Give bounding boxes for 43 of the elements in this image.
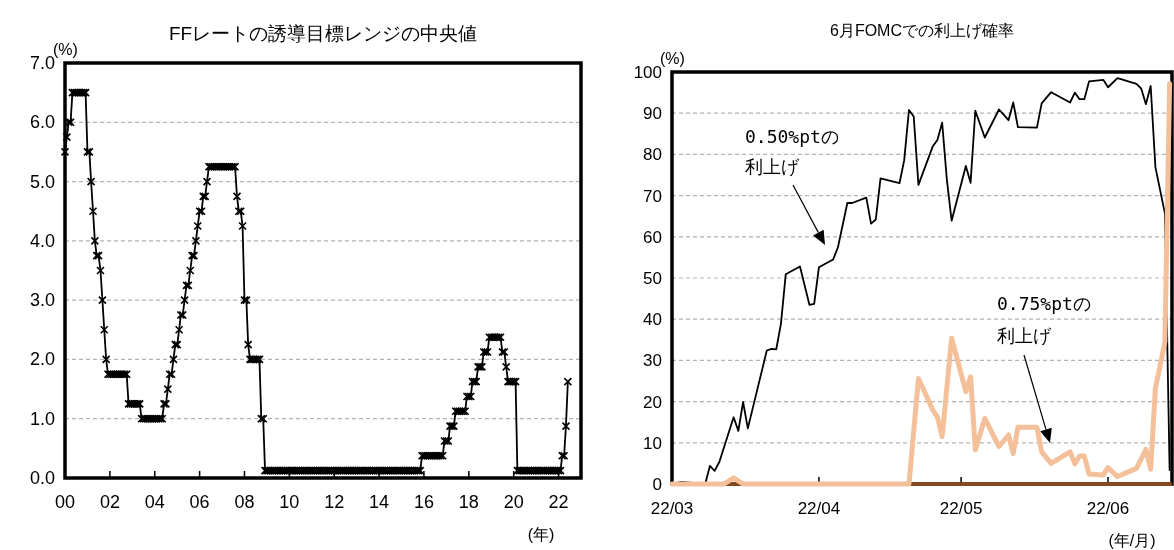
y-tick-label: 5.0 [29, 171, 55, 192]
y-tick-label: 10 [643, 433, 662, 453]
chart-title: 6月FOMCでの利上げ確率 [830, 22, 1014, 39]
x-tick-label: 18 [458, 492, 479, 512]
y-tick-label: 3.0 [29, 290, 55, 311]
y-axis-title: (%) [660, 50, 685, 67]
y-tick-label: 40 [643, 310, 662, 330]
annotation: 0.50%ptの利上げ [745, 126, 839, 177]
y-tick-label: 7.0 [29, 53, 55, 73]
y-tick-label: 2.0 [29, 349, 55, 370]
x-tick-label: 22/04 [797, 499, 841, 518]
y-tick-label: 30 [643, 351, 662, 371]
y-tick-label: 60 [643, 227, 662, 247]
y-axis-title: (%) [53, 41, 78, 58]
y-tick-label: 6.0 [29, 112, 55, 133]
x-tick-label: 12 [324, 492, 345, 512]
x-tick-label: 06 [189, 492, 210, 512]
x-tick-label: 20 [503, 492, 524, 512]
x-axis-title: (年) [527, 526, 555, 543]
x-tick-label: 04 [144, 492, 165, 512]
chart-title: FFレートの誘導目標レンジの中央値 [168, 23, 478, 44]
x-tick-label: 02 [99, 492, 120, 512]
x-tick-label: 00 [54, 492, 76, 512]
x-tick-label: 14 [369, 492, 390, 512]
y-tick-label: 0 [652, 475, 662, 494]
x-tick-label: 22 [548, 492, 569, 512]
y-tick-label: 70 [643, 186, 662, 206]
annotation: 0.75%ptの利上げ [997, 293, 1091, 346]
y-tick-label: 100 [633, 63, 662, 82]
y-tick-label: 50 [643, 269, 662, 288]
x-tick-label: 16 [413, 492, 434, 512]
x-tick-label: 22/06 [1086, 499, 1130, 518]
x-tick-label: 22/03 [650, 499, 694, 518]
x-tick-label: 10 [279, 492, 300, 512]
y-tick-label: 4.0 [29, 230, 55, 251]
y-tick-label: 90 [643, 104, 662, 124]
x-axis-title: (年/月) [1108, 532, 1156, 549]
x-tick-label: 08 [234, 492, 255, 512]
y-tick-label: 80 [643, 145, 662, 165]
y-tick-label: 0.0 [29, 468, 55, 488]
x-tick-label: 22/05 [939, 499, 983, 518]
y-tick-label: 1.0 [29, 408, 55, 429]
y-tick-label: 20 [643, 392, 662, 412]
